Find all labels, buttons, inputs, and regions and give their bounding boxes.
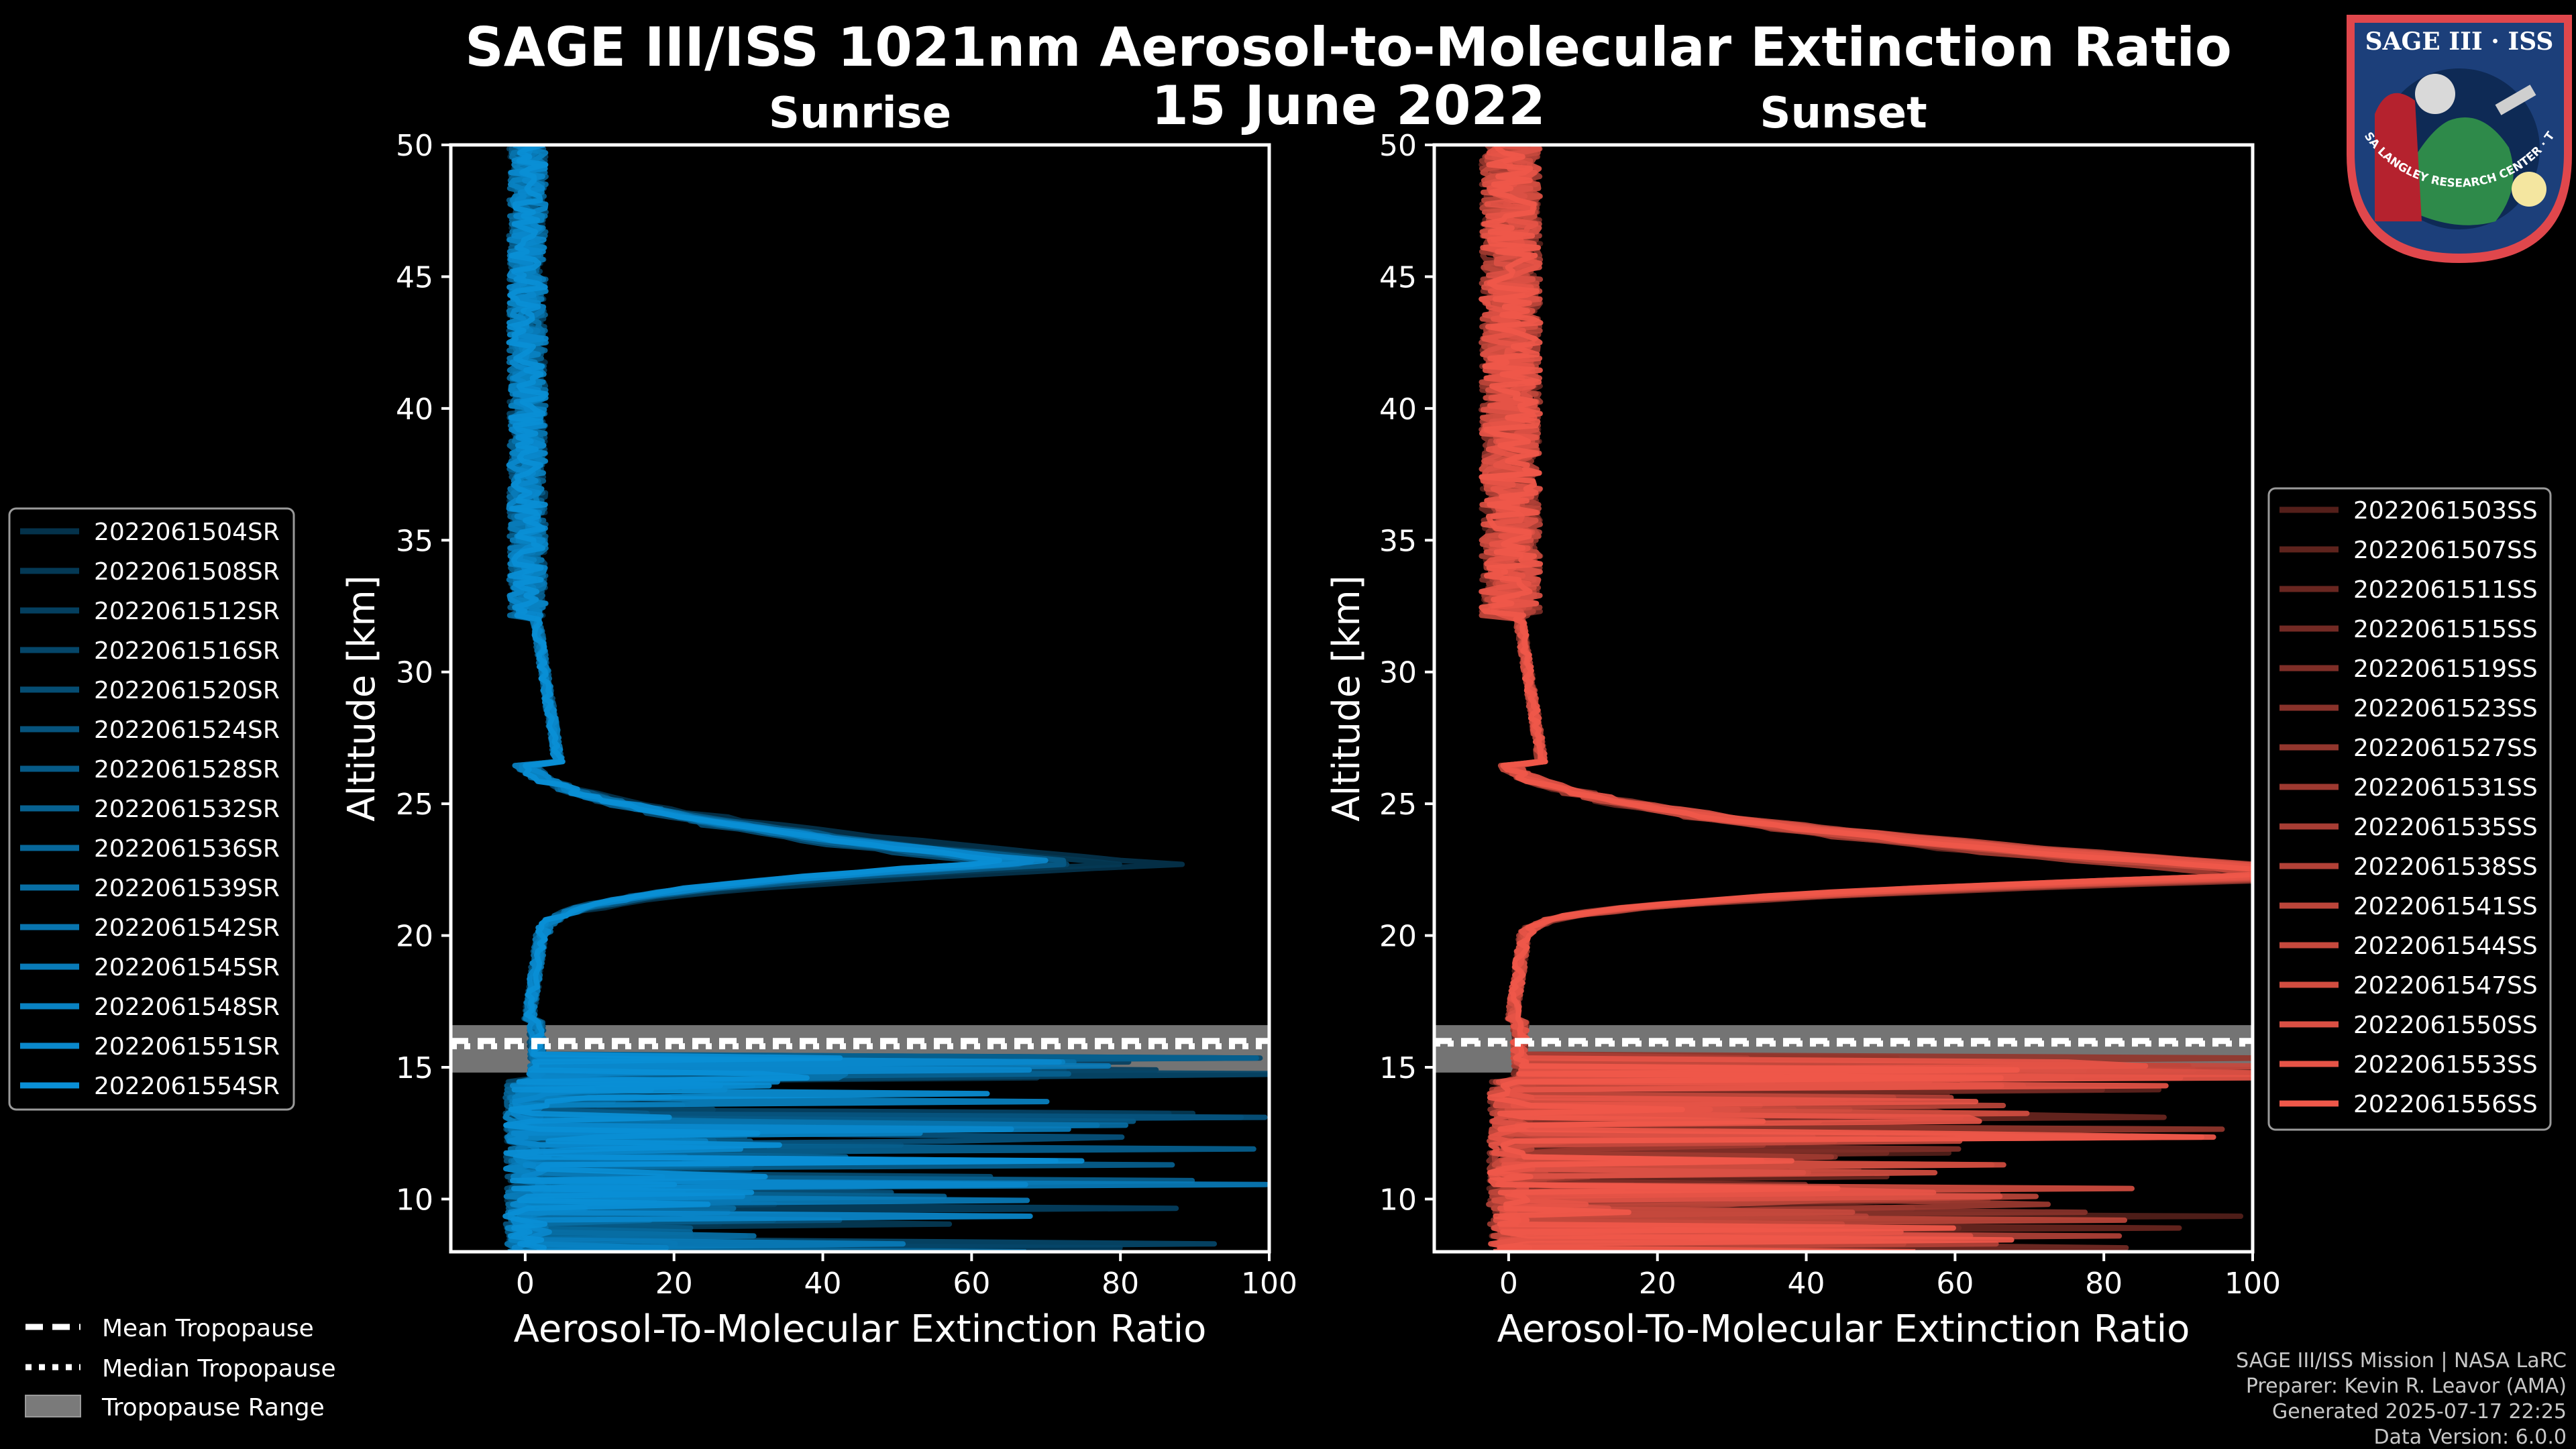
sunset-plot: 0 20 40 60 80 100 10 15 20 25 30 35 40 45 50 Aerosol-T… xyxy=(1325,129,2281,1351)
credit-preparer: Preparer: Kevin R. Leavor (AMA) xyxy=(2246,1375,2567,1398)
sunset-plot-frame xyxy=(1432,143,2255,1254)
sunset-legend-label: 2022061556SS xyxy=(2353,1091,2538,1118)
sunset-y-tick-label: 35 xyxy=(1379,524,1417,558)
sunset-legend-label: 2022061553SS xyxy=(2353,1051,2538,1079)
sunset-legend: 2022061503SS 2022061507SS 2022061511SS 2022… xyxy=(2267,487,2552,1131)
sunrise-legend-label: 2022061512SR xyxy=(94,598,280,625)
sunset-legend-label: 2022061544SS xyxy=(2353,932,2538,960)
sunset-profile-line xyxy=(1479,145,2253,1252)
sunrise-legend-label: 2022061524SR xyxy=(94,716,280,744)
sunset-x-tick-label: 40 xyxy=(1788,1267,1825,1301)
sunrise-y-tick-label: 20 xyxy=(396,920,433,954)
sunset-legend-label: 2022061550SS xyxy=(2353,1012,2538,1039)
sunrise-y-tick-label: 50 xyxy=(396,129,433,163)
sunrise-x-tick-label: 60 xyxy=(953,1267,990,1301)
sunset-legend-label: 2022061523SS xyxy=(2353,695,2538,722)
figure-date: 15 June 2022 xyxy=(1151,74,1546,137)
sunrise-x-tick-label: 80 xyxy=(1102,1267,1139,1301)
tropopause-legend: Mean Tropopause Median Tropopause Tropop… xyxy=(25,1315,336,1421)
credits: SAGE III/ISS Mission | NASA LaRC Prepare… xyxy=(2236,1349,2567,1449)
logo-earth-icon xyxy=(2392,117,2514,225)
sunset-y-tick-label: 30 xyxy=(1379,656,1417,690)
sunrise-legend-label: 2022061504SR xyxy=(94,519,280,546)
credit-mission: SAGE III/ISS Mission | NASA LaRC xyxy=(2236,1349,2567,1373)
logo-sun-icon xyxy=(2512,172,2546,207)
sunrise-legend-label: 2022061536SR xyxy=(94,835,280,863)
sunrise-legend: 2022061504SR 2022061508SR 2022061512SR 2022… xyxy=(8,507,295,1111)
sunrise-x-tick-label: 20 xyxy=(655,1267,693,1301)
sunset-legend-label: 2022061527SS xyxy=(2353,735,2538,762)
sunrise-x-tick-label: 100 xyxy=(1241,1267,1297,1301)
sunrise-plot-frame xyxy=(449,143,1271,1254)
sunrise-y-tick-label: 40 xyxy=(396,392,433,427)
sunrise-y-tick-label: 15 xyxy=(396,1051,433,1085)
sunset-legend-label: 2022061515SS xyxy=(2353,616,2538,643)
sunset-y-tick-label: 25 xyxy=(1379,788,1417,822)
sunrise-legend-frame xyxy=(8,507,295,1111)
sunrise-y-tick-label: 30 xyxy=(396,656,433,690)
sunset-y-tick-label: 20 xyxy=(1379,920,1417,954)
sunset-legend-label: 2022061519SS xyxy=(2353,655,2538,683)
sunset-legend-label: 2022061547SS xyxy=(2353,972,2538,1000)
sunset-legend-frame xyxy=(2267,487,2552,1131)
sunrise-legend-label: 2022061539SR xyxy=(94,875,280,902)
sunrise-legend-label: 2022061548SR xyxy=(94,994,280,1021)
sunset-legend-label: 2022061507SS xyxy=(2353,537,2538,564)
sunrise-legend-label: 2022061516SR xyxy=(94,637,280,665)
sunset-x-tick-label: 100 xyxy=(2224,1267,2281,1301)
sunset-y-tick-label: 45 xyxy=(1379,260,1417,294)
sunset-legend-label: 2022061511SS xyxy=(2353,576,2538,604)
sunset-panel-title: Sunset xyxy=(1760,89,1927,138)
sunset-y-tick-label: 40 xyxy=(1379,392,1417,427)
logo-station-icon xyxy=(2495,85,2536,115)
sunset-legend-label: 2022061538SS xyxy=(2353,853,2538,881)
sunrise-y-tick-label: 25 xyxy=(396,788,433,822)
sunrise-legend-label: 2022061528SR xyxy=(94,756,280,784)
sunset-legend-label: 2022061541SS xyxy=(2353,893,2538,920)
sunset-x-tick-label: 60 xyxy=(1936,1267,1974,1301)
sunrise-legend-label: 2022061551SR xyxy=(94,1033,280,1061)
logo-figure-icon xyxy=(2375,93,2422,221)
credit-generated: Generated 2025-07-17 22:25 xyxy=(2272,1400,2567,1424)
sunrise-legend-label: 2022061545SR xyxy=(94,954,280,981)
logo-title: SAGE III · ISS xyxy=(2365,28,2554,56)
tropopause-range-label: Tropopause Range xyxy=(101,1394,325,1421)
median-tropopause-label: Median Tropopause xyxy=(102,1355,336,1383)
figure-title: SAGE III/ISS 1021nm Aerosol-to-Molecular… xyxy=(465,16,2232,78)
sunrise-profile-line xyxy=(502,145,1085,1252)
sunrise-panel-title: Sunrise xyxy=(769,89,951,138)
sunset-y-axis-label: Altitude [km] xyxy=(1325,575,1368,821)
sunrise-y-tick-label: 35 xyxy=(396,524,433,558)
sunset-legend-label: 2022061531SS xyxy=(2353,774,2538,802)
sunrise-legend-label: 2022061532SR xyxy=(94,796,280,823)
sunset-x-tick-label: 0 xyxy=(1499,1267,1518,1301)
logo-banner xyxy=(2357,25,2561,55)
sunrise-x-tick-label: 40 xyxy=(804,1267,842,1301)
sunrise-x-tick-label: 0 xyxy=(516,1267,535,1301)
sunset-y-tick-label: 10 xyxy=(1379,1183,1417,1217)
sunset-x-tick-label: 80 xyxy=(2085,1267,2123,1301)
sunset-y-tick-label: 50 xyxy=(1379,129,1417,163)
sunrise-x-axis-label: Aerosol-To-Molecular Extinction Ratio xyxy=(514,1307,1207,1351)
credit-version: Data Version: 6.0.0 xyxy=(2374,1426,2567,1449)
sunrise-legend-label: 2022061542SR xyxy=(94,914,280,942)
sunset-y-tick-label: 15 xyxy=(1379,1051,1417,1085)
sunset-legend-label: 2022061535SS xyxy=(2353,814,2538,841)
logo-moon-icon xyxy=(2415,74,2455,114)
sunrise-y-tick-label: 45 xyxy=(396,260,433,294)
sunrise-plot: 0 20 40 60 80 100 10 15 20 25 30 35 40 45 50 Aerosol-T… xyxy=(340,129,1297,1351)
sunrise-legend-label: 2022061554SR xyxy=(94,1073,280,1100)
sunrise-y-tick-label: 10 xyxy=(396,1183,433,1217)
sunrise-legend-label: 2022061520SR xyxy=(94,677,280,704)
mean-tropopause-label: Mean Tropopause xyxy=(102,1315,314,1342)
sunset-x-axis-label: Aerosol-To-Molecular Extinction Ratio xyxy=(1497,1307,2190,1351)
sunset-x-tick-label: 20 xyxy=(1639,1267,1676,1301)
tropopause-range-swatch xyxy=(25,1395,81,1417)
sunrise-y-axis-label: Altitude [km] xyxy=(340,575,384,821)
sunset-legend-label: 2022061503SS xyxy=(2353,497,2538,525)
sunrise-legend-label: 2022061508SR xyxy=(94,558,280,586)
